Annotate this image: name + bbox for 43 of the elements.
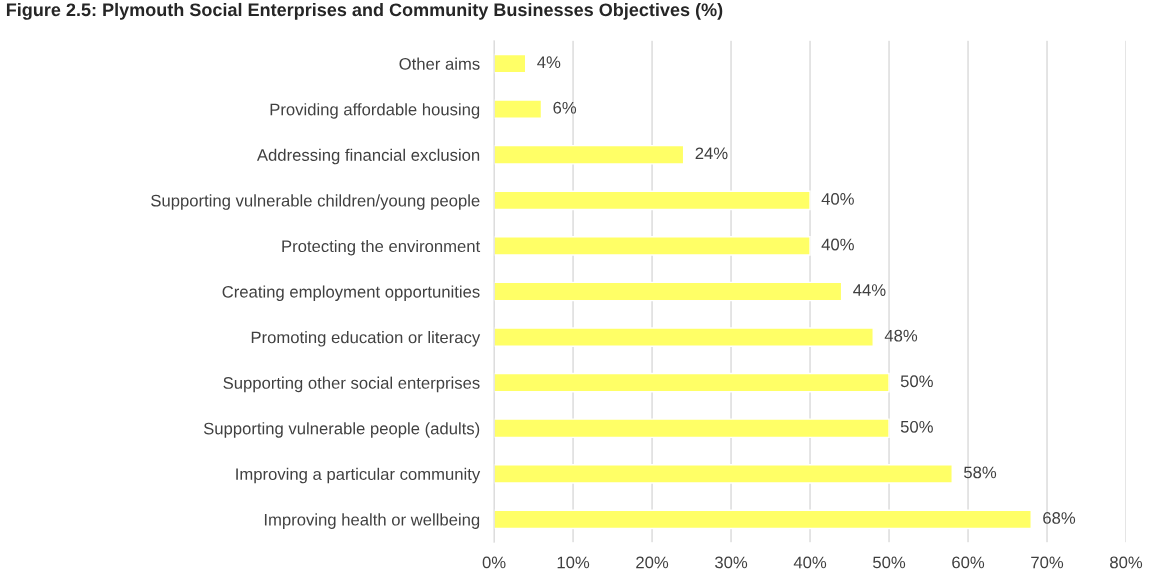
bar bbox=[494, 418, 890, 439]
data-label: 40% bbox=[821, 193, 854, 205]
y-tick-label: Creating employment opportunities bbox=[222, 285, 480, 301]
y-tick-label: Supporting other social enterprises bbox=[223, 376, 480, 393]
data-label: 50% bbox=[900, 420, 933, 433]
x-tick-label: 60% bbox=[952, 556, 985, 569]
x-tick-label: 0% bbox=[482, 556, 506, 569]
bar bbox=[494, 53, 527, 74]
y-tick-label: Providing affordable housing bbox=[270, 103, 480, 119]
y-tick-label: Improving health or wellbeing bbox=[264, 513, 480, 529]
data-label: 44% bbox=[853, 284, 886, 296]
x-tick-label: 70% bbox=[1031, 556, 1064, 569]
bar bbox=[494, 372, 890, 393]
data-label: 68% bbox=[1043, 512, 1076, 524]
y-tick-label: Promoting education or literacy bbox=[251, 331, 481, 347]
x-tick-label: 20% bbox=[636, 556, 669, 569]
x-tick-label: 50% bbox=[873, 556, 906, 569]
y-tick-label: Improving a particular community bbox=[236, 467, 481, 484]
data-label: 50% bbox=[900, 375, 933, 388]
y-tick-label: Other aims bbox=[399, 57, 480, 70]
y-tick-label: Supporting vulnerable children/young people bbox=[151, 194, 480, 210]
data-label: 4% bbox=[537, 56, 561, 69]
bar bbox=[494, 99, 543, 119]
data-label: 40% bbox=[821, 238, 854, 251]
chart-title: Figure 2.5: Plymouth Social Enterprises and Community Businesses Objectives (%) bbox=[6, 2, 723, 20]
bar bbox=[494, 190, 811, 211]
data-label: 48% bbox=[884, 329, 918, 342]
y-tick-label: Supporting vulnerable people (adults) bbox=[203, 422, 480, 438]
bar bbox=[494, 281, 843, 302]
y-tick-label: Addressing financial exclusion bbox=[256, 148, 480, 165]
bar bbox=[494, 464, 953, 484]
data-label: 6% bbox=[553, 101, 577, 114]
x-tick-label: 40% bbox=[793, 556, 827, 569]
bar bbox=[494, 236, 811, 256]
bar bbox=[494, 144, 685, 165]
data-label: 24% bbox=[695, 147, 728, 160]
y-tick-label: Protecting the environment bbox=[282, 239, 481, 256]
data-label: 58% bbox=[964, 466, 997, 479]
bar bbox=[494, 509, 1032, 530]
x-tick-label: 30% bbox=[715, 556, 748, 569]
x-tick-label: 10% bbox=[557, 556, 590, 569]
x-tick-label: 80% bbox=[1110, 556, 1143, 569]
bar bbox=[494, 327, 874, 347]
